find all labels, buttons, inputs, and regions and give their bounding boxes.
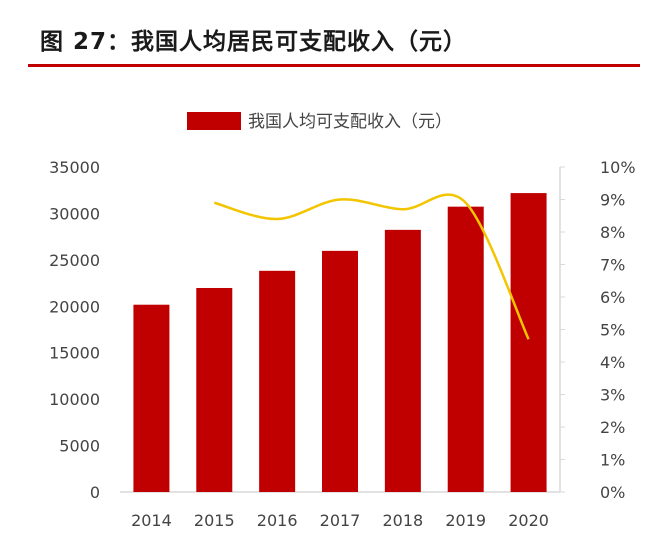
y-axis-right: 0% 1% 2% 3% 4% 5% 6% 7% 8% 9% 10%: [560, 158, 636, 502]
y-tick-label: 0: [90, 483, 100, 502]
bar-series: [133, 193, 547, 493]
y-tick-label: 30000: [49, 204, 100, 223]
x-tick-label: 2015: [194, 511, 235, 530]
x-tick-label: 2016: [257, 511, 298, 530]
bar-2019: [447, 206, 484, 492]
y2-tick-label: 0%: [600, 483, 625, 502]
bar-2020: [510, 193, 547, 493]
legend: 我国人均可支配收入（元）: [187, 112, 452, 132]
y-tick-label: 15000: [49, 344, 100, 363]
figure-title: 图 27：我国人均居民可支配收入（元）: [40, 29, 468, 55]
bar-2018: [384, 229, 421, 492]
x-tick-label: 2018: [382, 511, 423, 530]
x-axis: 2014 2015 2016 2017 2018 2019 2020: [131, 511, 549, 530]
y-tick-label: 20000: [49, 297, 100, 316]
x-tick-label: 2019: [445, 511, 486, 530]
y2-tick-label: 1%: [600, 451, 625, 470]
y2-tick-label: 4%: [600, 353, 625, 372]
bar-2016: [259, 270, 296, 492]
y2-tick-label: 2%: [600, 418, 625, 437]
y2-tick-label: 7%: [600, 256, 625, 275]
y2-tick-label: 8%: [600, 223, 625, 242]
y2-tick-label: 6%: [600, 288, 625, 307]
y-tick-label: 25000: [49, 251, 100, 270]
title-rule: [28, 64, 640, 67]
legend-label: 我国人均可支配收入（元）: [248, 112, 452, 132]
x-tick-label: 2017: [320, 511, 361, 530]
y2-tick-label: 5%: [600, 321, 625, 340]
growth-rate-line: [213, 193, 530, 340]
y2-tick-label: 9%: [600, 191, 625, 210]
y2-tick-label: 3%: [600, 386, 625, 405]
y-axis-left: 0 5000 10000 15000 20000 25000 30000 35000: [49, 158, 100, 502]
bar-2014: [133, 304, 170, 492]
y-tick-label: 5000: [59, 437, 100, 456]
x-tick-label: 2020: [508, 511, 549, 530]
bar-2017: [322, 250, 358, 492]
y-tick-label: 10000: [49, 390, 100, 409]
y-tick-label: 35000: [49, 158, 100, 177]
bar-2015: [196, 287, 233, 492]
x-tick-label: 2014: [131, 511, 172, 530]
legend-swatch: [187, 112, 241, 130]
y2-tick-label: 10%: [600, 158, 636, 177]
